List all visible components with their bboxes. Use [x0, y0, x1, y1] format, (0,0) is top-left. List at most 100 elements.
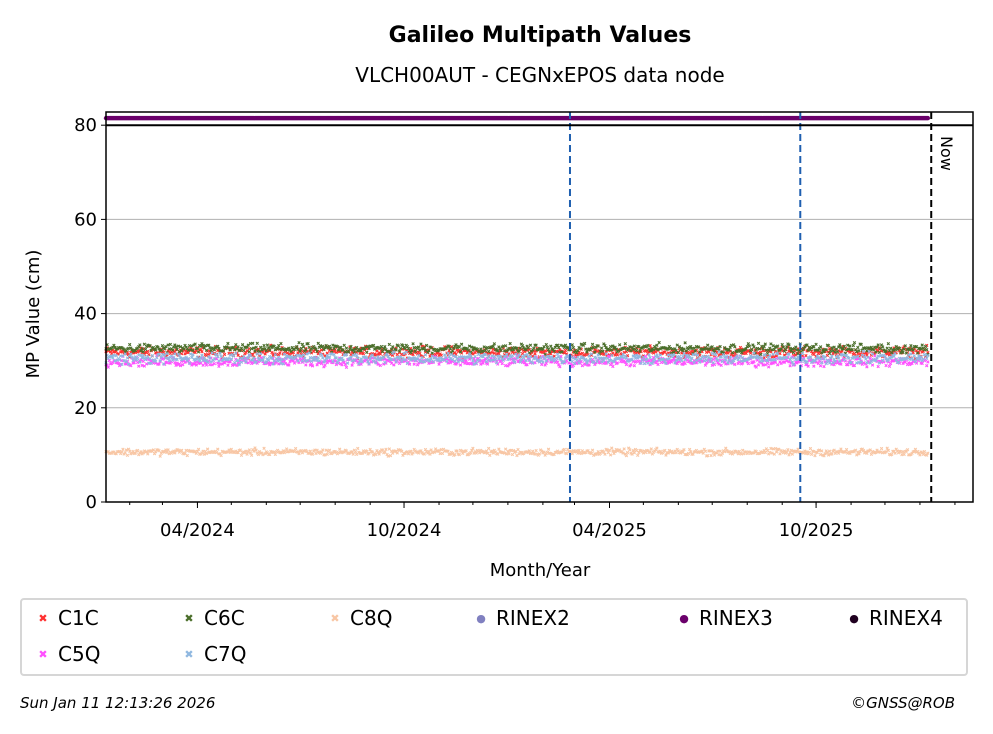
point-C1C [291, 350, 296, 355]
legend-item-C6C: ✖ C6C [182, 606, 244, 630]
point-C6C [545, 345, 550, 349]
point-C8Q [165, 450, 169, 455]
point-C6C [552, 349, 556, 353]
point-C6C [191, 348, 195, 353]
point-C6C [629, 348, 633, 353]
point-C7Q [647, 353, 651, 357]
point-C8Q [741, 448, 745, 453]
point-C7Q [423, 353, 428, 357]
point-C6C [328, 346, 333, 351]
point-C7Q [490, 354, 494, 358]
point-C6C [655, 343, 659, 347]
point-C5Q [304, 363, 308, 367]
point-C6C [622, 346, 626, 350]
point-C6C [570, 343, 574, 347]
legend-label: C7Q [204, 642, 247, 666]
point-C7Q [319, 353, 324, 358]
x-marker-icon: ✖ [184, 647, 194, 661]
point-C8Q [622, 447, 626, 451]
point-C5Q [500, 361, 504, 366]
point-C8Q [610, 446, 614, 450]
point-C8Q [245, 452, 249, 456]
point-C6C [207, 343, 211, 347]
point-C7Q [522, 356, 526, 360]
point-C1C [804, 353, 808, 358]
point-C5Q [812, 364, 816, 368]
point-C8Q [869, 452, 874, 457]
point-C1C [312, 349, 316, 354]
point-C7Q [200, 353, 204, 357]
point-C1C [533, 352, 537, 356]
point-C6C [571, 345, 576, 350]
point-C6C [477, 350, 482, 354]
point-C6C [599, 346, 604, 350]
point-C1C [651, 351, 656, 355]
point-C6C [304, 347, 308, 352]
point-C6C [148, 344, 152, 348]
point-C6C [258, 345, 263, 350]
point-C6C [168, 342, 173, 347]
point-C6C [422, 346, 427, 350]
point-C6C [365, 350, 369, 355]
x-marker-icon: ✖ [38, 647, 48, 661]
y-tick-label: 60 [74, 209, 97, 230]
point-C6C [315, 349, 319, 354]
point-C5Q [656, 362, 660, 367]
point-C6C [470, 345, 474, 349]
point-C1C [278, 351, 282, 355]
point-C6C [314, 347, 318, 351]
point-C6C [245, 345, 249, 349]
point-C8Q [687, 447, 692, 452]
point-C8Q [158, 454, 162, 458]
point-C6C [186, 348, 191, 352]
point-C6C [549, 344, 553, 348]
point-C5Q [533, 360, 537, 365]
point-C6C [467, 344, 472, 348]
point-C7Q [155, 355, 159, 360]
point-C7Q [332, 352, 336, 357]
x-marker-icon: ✖ [184, 611, 194, 625]
point-C5Q [788, 364, 792, 368]
point-C6C [559, 343, 563, 347]
legend-label: C1C [58, 606, 99, 630]
point-C6C [544, 342, 548, 347]
point-C6C [336, 348, 341, 352]
point-C6C [177, 349, 182, 354]
point-C1C [595, 349, 599, 354]
point-C6C [683, 341, 687, 345]
plot-frame [105, 111, 974, 503]
point-C6C [630, 345, 634, 350]
point-C6C [231, 345, 236, 350]
point-C1C [911, 351, 915, 355]
point-C5Q [887, 364, 892, 368]
point-C1C [147, 352, 151, 357]
point-C8Q [576, 451, 580, 455]
point-C8Q [636, 453, 640, 458]
point-C1C [625, 353, 630, 358]
timestamp: Sun Jan 11 12:13:26 2026 [20, 694, 216, 712]
point-C6C [771, 343, 775, 348]
point-C6C [563, 343, 568, 347]
point-C5Q [226, 363, 230, 367]
point-C5Q [392, 363, 396, 367]
point-C6C [746, 342, 751, 346]
point-C5Q [888, 361, 893, 366]
point-C1C [182, 348, 186, 352]
point-C6C [279, 341, 283, 346]
point-C6C [196, 350, 201, 354]
point-C6C [585, 350, 589, 354]
point-C6C [411, 342, 415, 346]
point-C1C [183, 352, 187, 356]
point-C6C [543, 352, 547, 356]
point-C5Q [884, 363, 888, 368]
x-axis-label: Month/Year [490, 560, 591, 581]
point-C8Q [516, 447, 520, 452]
point-C6C [780, 342, 784, 347]
point-C5Q [925, 363, 929, 368]
legend-item-RINEX2: ● RINEX2 [474, 606, 570, 630]
point-C6C [201, 343, 205, 347]
point-C6C [541, 347, 545, 351]
point-C5Q [343, 362, 348, 367]
point-C8Q [577, 448, 581, 453]
point-C6C [343, 350, 348, 354]
